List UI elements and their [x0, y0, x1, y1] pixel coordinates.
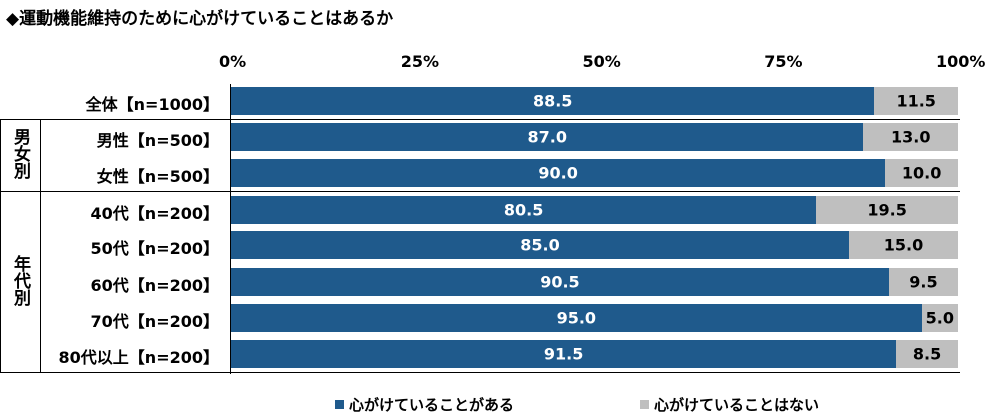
- group-separator: [0, 119, 960, 120]
- y-axis-line: [230, 84, 231, 374]
- bar-yes: [231, 159, 886, 187]
- legend-label: 心がけていることはない: [654, 396, 820, 414]
- category-label: 女性【n=500】: [96, 167, 219, 186]
- group-bracket: [0, 119, 1, 191]
- group-separator: [0, 372, 960, 373]
- bar-yes: [231, 231, 849, 259]
- x-tick-label: 100%: [936, 52, 986, 71]
- data-label: 95.0: [556, 308, 597, 328]
- data-label: 11.5: [896, 91, 936, 111]
- category-label: 70代【n=200】: [90, 312, 219, 331]
- bar-yes: [231, 87, 875, 115]
- data-label: 15.0: [883, 235, 924, 255]
- data-label: 9.5: [909, 272, 938, 292]
- legend-label: 心がけていることがある: [349, 396, 515, 414]
- group-bracket: [40, 191, 41, 372]
- group-bracket: [40, 119, 41, 191]
- data-label: 10.0: [901, 163, 942, 183]
- data-label: 19.5: [867, 200, 907, 220]
- legend-swatch: [640, 400, 649, 409]
- group-label: 男女別: [10, 128, 30, 179]
- bar-no: [874, 87, 958, 115]
- x-tick-label: 75%: [764, 52, 803, 71]
- x-tick-label: 0%: [219, 52, 247, 71]
- bar-no: [816, 196, 958, 224]
- data-label: 90.0: [538, 163, 578, 183]
- legend-item: 心がけていることがある: [335, 394, 514, 415]
- group-label: 年代別: [10, 254, 30, 306]
- data-label: 80.5: [503, 200, 544, 220]
- data-label: 90.5: [540, 272, 580, 292]
- category-label: 全体【n=1000】: [85, 95, 219, 114]
- category-label: 男性【n=500】: [96, 131, 219, 150]
- data-label: 87.0: [527, 127, 567, 147]
- bar-yes: [231, 268, 889, 296]
- data-label: 85.0: [520, 235, 560, 255]
- bar-no: [888, 268, 958, 296]
- data-label: 88.5: [532, 91, 573, 111]
- category-label: 60代【n=200】: [90, 276, 219, 295]
- x-tick-label: 25%: [400, 52, 440, 71]
- category-label: 50代【n=200】: [90, 239, 219, 258]
- group-separator: [0, 191, 960, 192]
- bar-yes: [231, 123, 864, 151]
- bar-no: [921, 304, 958, 332]
- group-bracket: [0, 191, 1, 372]
- category-label: 40代【n=200】: [90, 204, 219, 223]
- bar-no: [863, 123, 958, 151]
- bar-yes: [231, 340, 897, 368]
- bar-no: [896, 340, 958, 368]
- bar-yes: [231, 304, 922, 332]
- bar-yes: [231, 196, 817, 224]
- category-label: 80代以上【n=200】: [58, 348, 219, 367]
- data-label: 8.5: [912, 344, 942, 364]
- bar-no: [885, 159, 958, 187]
- x-tick-label: 50%: [582, 52, 621, 71]
- data-label: 13.0: [890, 127, 931, 147]
- legend-swatch: [335, 400, 344, 409]
- bar-no: [848, 231, 958, 259]
- chart-title: ◆運動機能維持のために心がけていることはあるか: [6, 9, 394, 29]
- data-label: 91.5: [543, 344, 584, 364]
- legend-item: 心がけていることはない: [640, 394, 819, 415]
- data-label: 5.0: [925, 308, 954, 328]
